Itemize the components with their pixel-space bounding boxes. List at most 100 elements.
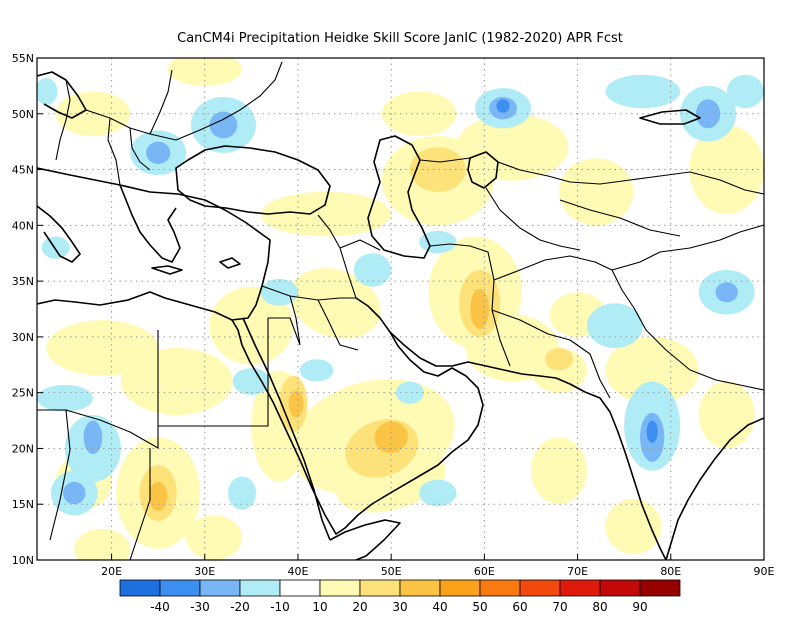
coastline-nile-delta-levant: [231, 297, 484, 535]
colorbar-label: 80: [592, 600, 607, 614]
lat-tick-label: 35N: [12, 275, 34, 288]
skill-patch-33: [470, 288, 490, 330]
borders-middle-east: [261, 214, 381, 351]
colorbar-bin: [399, 579, 441, 597]
colorbar-label: 20: [352, 600, 367, 614]
coastline-black-sea: [175, 145, 331, 215]
skill-patch-53: [353, 253, 392, 287]
skill-patch-3: [46, 320, 159, 376]
skill-patch-68: [646, 420, 658, 443]
colorbar-label: 40: [432, 600, 447, 614]
colorbar-bin: [159, 579, 201, 597]
skill-patch-16: [530, 437, 587, 505]
skill-patch-14: [605, 336, 699, 404]
coastline-lake-balkhash: [639, 109, 701, 125]
colorbar-bin: [639, 579, 681, 597]
skill-patch-15: [698, 381, 755, 449]
skill-patch-63: [715, 282, 738, 303]
coastline-india: [584, 391, 764, 560]
lat-tick-label: 40N: [12, 219, 34, 232]
colorbar-bin: [479, 579, 521, 597]
lon-tick-label: 40E: [287, 565, 308, 578]
skill-patch-2: [120, 348, 233, 415]
skill-patch-50: [232, 368, 271, 395]
skill-patch-41: [605, 74, 681, 109]
coastline-horn-of-africa: [329, 519, 401, 560]
coastline-caspian-sea: [367, 135, 431, 259]
skill-patch-20: [381, 91, 457, 137]
coastline-aral-sea: [467, 151, 499, 189]
colorbar-label: 60: [512, 600, 527, 614]
coastline-red-sea-west: [242, 317, 331, 541]
lat-tick-label: 20N: [12, 442, 34, 455]
skill-patch-10: [186, 515, 243, 560]
coastline-balkans-greece: [119, 184, 181, 263]
skill-patch-59: [209, 111, 238, 139]
skill-patch-42: [726, 74, 764, 109]
lat-tick-label: 10N: [12, 554, 34, 567]
skill-patch-60: [146, 141, 171, 164]
skill-patch-51: [299, 359, 334, 382]
colorbar-bin: [519, 579, 561, 597]
lon-tick-label: 90E: [754, 565, 775, 578]
colorbar-bin: [239, 579, 281, 597]
lat-tick-label: 55N: [12, 52, 34, 65]
colorbar-bin: [279, 579, 321, 597]
colorbar-label: 10: [312, 600, 327, 614]
map-frame: [36, 57, 765, 561]
lat-tick-label: 45N: [12, 164, 34, 177]
colorbar: -40 -30 -20 -10 10 20 30 40 50 60 70 80 90: [119, 579, 681, 614]
colorbar-bin: [319, 579, 361, 597]
coastline-crete: [151, 265, 183, 275]
skill-patch-67: [496, 99, 510, 113]
colorbar-label: 50: [472, 600, 487, 614]
gridlines: [37, 58, 764, 560]
longitude-tick-labels: 20E 30E 40E 50E 60E 70E 80E 90E: [101, 554, 775, 578]
skill-patch-36: [288, 390, 304, 418]
latitude-tick-labels: 10N 15N 20N 25N 30N 35N 40N 45N 50N 55N: [12, 52, 43, 567]
colorbar-bin: [119, 579, 161, 597]
skill-patch-0: [209, 286, 294, 365]
coastline-cyprus: [219, 257, 241, 269]
skill-patch-43: [586, 303, 643, 349]
skill-patch-35: [148, 481, 168, 511]
chart-title: CanCM4i Precipitation Heidke Skill Score…: [177, 31, 623, 46]
colorbar-label: 70: [552, 600, 567, 614]
skill-patch-32: [544, 348, 573, 371]
colorbar-bin: [199, 579, 241, 597]
lon-tick-label: 60E: [474, 565, 495, 578]
skill-patch-22: [260, 191, 392, 237]
colorbar-bin: [599, 579, 641, 597]
lon-tick-label: 30E: [194, 565, 215, 578]
skill-patch-21: [167, 58, 243, 86]
colorbar-label: -40: [150, 600, 170, 614]
skill-patch-65: [63, 481, 86, 505]
coastline-africa-mediterranean: [37, 167, 271, 321]
skill-patch-66: [83, 420, 103, 455]
colorbar-bin: [559, 579, 601, 597]
lat-tick-label: 50N: [12, 108, 34, 121]
coastlines-and-borders: [37, 61, 764, 560]
skill-patch-49: [228, 476, 257, 510]
skill-patch-52: [419, 479, 457, 507]
lat-tick-label: 15N: [12, 498, 34, 511]
lat-tick-label: 30N: [12, 331, 34, 344]
colorbar-bin: [359, 579, 401, 597]
colorbar-bin: [439, 579, 481, 597]
skill-patch-34: [374, 421, 408, 454]
colorbar-label: -20: [230, 600, 250, 614]
coastline-persian-gulf-iran: [389, 331, 586, 393]
skill-patch-31: [409, 147, 466, 192]
skill-patch-23: [558, 158, 634, 226]
colorbar-label: 30: [392, 600, 407, 614]
skill-patch-9: [74, 528, 131, 560]
borders-central-asia: [419, 157, 764, 251]
skill-patch-24: [689, 124, 764, 215]
skill-patch-57: [37, 78, 58, 105]
lat-tick-label: 25N: [12, 387, 34, 400]
lon-tick-label: 70E: [567, 565, 588, 578]
skill-patches: [37, 58, 764, 560]
skill-patch-48: [37, 384, 93, 412]
